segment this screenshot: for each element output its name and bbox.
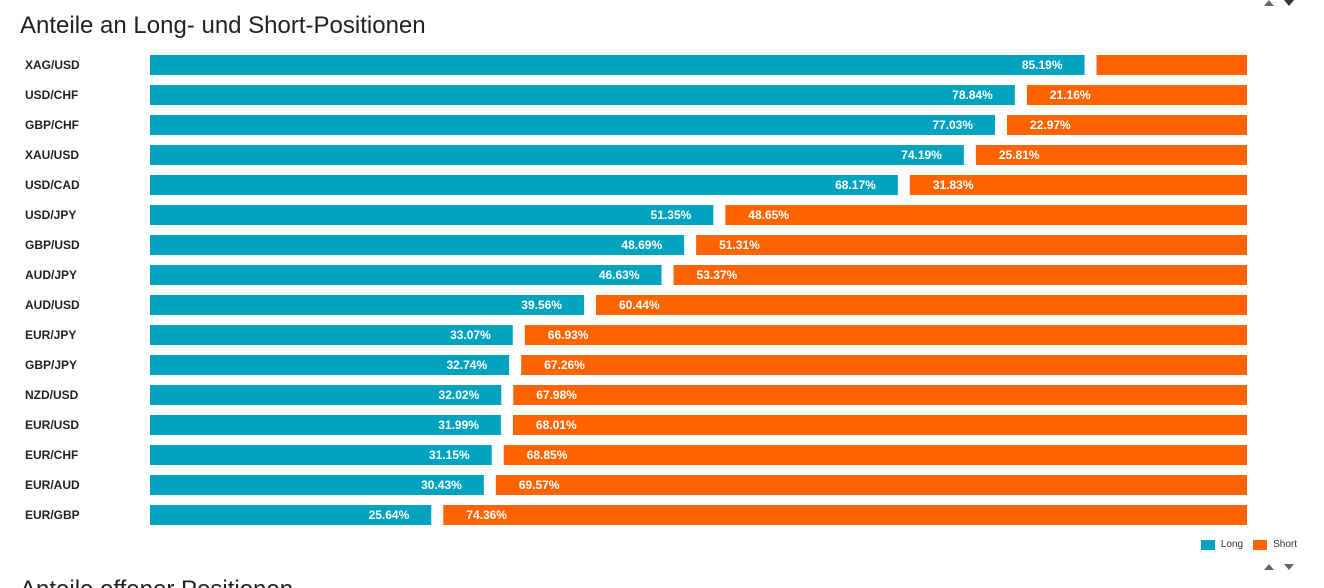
category-label: AUD/JPY [25,268,77,282]
bar-short-label: 66.93% [548,328,589,342]
scroll-down-button[interactable] [1282,562,1296,572]
category-label: GBP/CHF [25,118,79,132]
category-label: EUR/JPY [25,328,76,342]
legend-swatch-short [1253,539,1268,550]
category-label: EUR/USD [25,418,79,432]
legend-label-long: Long [1220,539,1244,550]
legend-item-short: Short [1253,539,1297,550]
bar-short-label: 51.31% [719,238,760,252]
bar-short[interactable] [495,475,1247,495]
bar-long[interactable] [150,175,898,195]
bar-short[interactable] [595,295,1247,315]
bar-long-label: 48.69% [621,238,662,252]
category-label: GBP/JPY [25,358,77,372]
page-title: Anteile an Long- und Short-Positionen [20,12,426,39]
bar-long[interactable] [150,145,964,165]
bar-long[interactable] [150,205,714,225]
bar-short[interactable] [1026,85,1247,105]
bar-short-label: 74.36% [466,508,507,522]
bar-short-label: 25.81% [999,148,1040,162]
triangle-up-icon [1264,564,1274,570]
bar-long-label: 31.99% [438,418,479,432]
bar-short[interactable] [673,265,1247,285]
category-label: GBP/USD [25,238,80,252]
bar-long[interactable] [150,385,502,405]
bar-short-label: 22.97% [1030,118,1071,132]
bar-long-label: 51.35% [651,208,692,222]
bar-long[interactable] [150,445,492,465]
scroll-down-button-top[interactable] [1282,0,1296,8]
bar-long-label: 68.17% [835,178,876,192]
bar-long[interactable] [150,505,432,525]
bar-short-label: 69.57% [519,478,560,492]
bar-long[interactable] [150,355,510,375]
bar-long[interactable] [150,295,584,315]
bar-long-label: 78.84% [952,88,993,102]
bar-long[interactable] [150,325,513,345]
category-label: EUR/GBP [25,508,80,522]
bar-long-label: 85.19% [1022,58,1063,72]
bar-long-label: 32.02% [439,388,480,402]
bar-short[interactable] [1007,115,1247,135]
legend-item-long: Long [1200,539,1244,550]
bar-short-label: 67.98% [536,388,577,402]
scroll-up-button[interactable] [1262,562,1276,572]
category-label: USD/CAD [25,178,80,192]
category-label: EUR/CHF [25,448,78,462]
bar-long-label: 30.43% [421,478,462,492]
scroll-up-button-top[interactable] [1262,0,1276,8]
bar-short[interactable] [512,415,1247,435]
bar-short[interactable] [443,505,1247,525]
bar-long[interactable] [150,475,484,495]
bar-short[interactable] [513,385,1247,405]
bar-long[interactable] [150,235,685,255]
legend-label-short: Short [1273,539,1297,550]
category-label: EUR/AUD [25,478,80,492]
category-label: USD/JPY [25,208,76,222]
triangle-down-icon [1284,0,1294,6]
bar-long-label: 39.56% [521,298,562,312]
bar-short[interactable] [521,355,1247,375]
bar-short-label: 53.37% [697,268,738,282]
bar-short-label: 48.65% [748,208,789,222]
triangle-up-icon [1264,0,1274,6]
bar-long[interactable] [150,85,1015,105]
bar-short[interactable] [725,205,1247,225]
bar-short[interactable] [1096,55,1247,75]
bar-short-label: 68.85% [527,448,568,462]
category-label: USD/CHF [25,88,78,102]
bar-short[interactable] [503,445,1247,465]
bar-short-label: 67.26% [544,358,585,372]
bar-short[interactable] [909,175,1247,195]
triangle-down-icon [1284,564,1294,570]
bar-long-label: 31.15% [429,448,470,462]
bar-long-label: 77.03% [932,118,973,132]
legend-swatch-long [1200,539,1215,550]
bar-short-label: 31.83% [933,178,974,192]
bar-short-label: 21.16% [1050,88,1091,102]
bar-long[interactable] [150,265,662,285]
bar-long-label: 46.63% [599,268,640,282]
bar-short-label: 60.44% [619,298,660,312]
bar-long-label: 33.07% [450,328,491,342]
category-label: AUD/USD [25,298,80,312]
category-label: NZD/USD [25,388,79,402]
bar-long[interactable] [150,415,501,435]
chart-legend: Long Short [1191,539,1297,550]
bar-long-label: 25.64% [369,508,410,522]
bar-long-label: 32.74% [446,358,487,372]
category-label: XAG/USD [25,58,80,72]
bar-long[interactable] [150,115,996,135]
category-label: XAU/USD [25,148,79,162]
bar-short[interactable] [696,235,1247,255]
bar-short-label: 68.01% [536,418,577,432]
next-section-title: Anteile offener Positionen [20,576,293,588]
bar-short[interactable] [975,145,1247,165]
bar-long-label: 74.19% [901,148,942,162]
bar-long[interactable] [150,55,1085,75]
bar-short[interactable] [524,325,1247,345]
